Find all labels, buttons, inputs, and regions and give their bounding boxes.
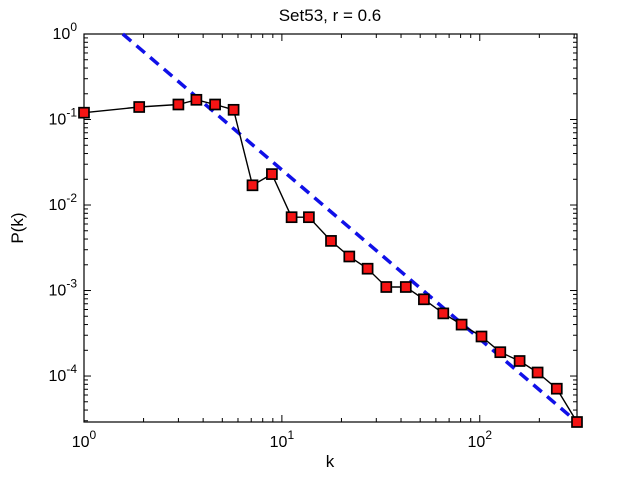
x-tick-label: 101 xyxy=(270,428,295,451)
plot-area: 100 101 102 100 10-1 10-2 10-3 10-4 xyxy=(49,20,583,451)
data-point-marker xyxy=(209,98,221,111)
data-point-marker xyxy=(303,211,315,224)
data-point-marker xyxy=(513,355,526,367)
data-point-marker xyxy=(361,262,374,275)
data-point-marker xyxy=(133,101,146,113)
data-point-marker xyxy=(494,346,507,359)
fit-dashed-line xyxy=(121,32,579,424)
data-point-marker xyxy=(455,318,468,331)
y-tick-label: 100 xyxy=(53,20,78,43)
data-point-marker xyxy=(246,179,259,192)
x-tick-label: 102 xyxy=(468,428,493,451)
data-point-marker xyxy=(475,330,488,343)
y-tick-label: 10-1 xyxy=(49,106,78,129)
data-point-marker xyxy=(172,98,185,111)
y-axis-label: P(k) xyxy=(8,212,27,243)
data-point-marker xyxy=(531,366,544,379)
data-point-marker xyxy=(380,281,393,293)
data-point-marker xyxy=(190,93,203,106)
x-tick-label: 100 xyxy=(72,428,97,451)
data-point-marker xyxy=(437,307,450,320)
data-point-marker xyxy=(285,211,298,224)
data-point-marker xyxy=(78,106,90,119)
data-point-marker xyxy=(227,103,240,116)
data-series-line xyxy=(83,99,578,423)
x-axis-label: k xyxy=(326,452,335,471)
data-point-marker xyxy=(418,293,430,306)
data-point-marker xyxy=(550,382,563,395)
data-point-marker xyxy=(343,250,356,263)
data-point-marker xyxy=(571,416,583,428)
y-tick-label: 10-3 xyxy=(49,277,78,300)
data-point-marker xyxy=(399,281,412,293)
y-tick-label: 10-2 xyxy=(49,191,78,214)
data-point-marker xyxy=(266,168,278,180)
chart-title: Set53, r = 0.6 xyxy=(279,6,382,25)
data-point-marker xyxy=(325,235,337,247)
plot-box xyxy=(83,33,578,423)
y-tick-label: 10-4 xyxy=(49,362,78,385)
